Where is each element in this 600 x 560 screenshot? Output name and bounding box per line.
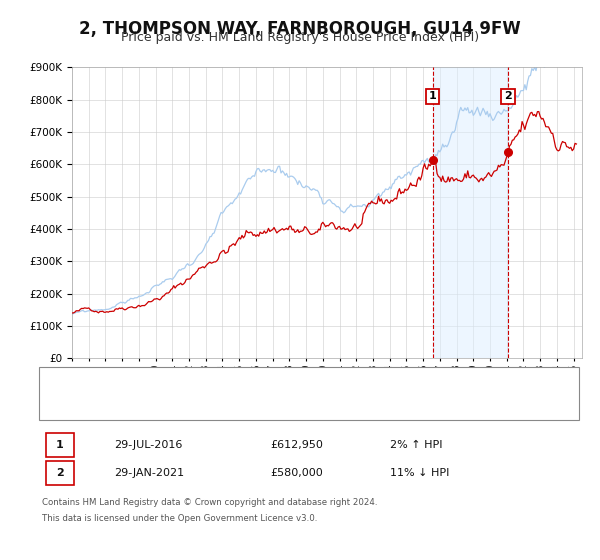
Text: 2% ↑ HPI: 2% ↑ HPI xyxy=(390,440,442,450)
Text: 2, THOMPSON WAY, FARNBOROUGH, GU14 9FW: 2, THOMPSON WAY, FARNBOROUGH, GU14 9FW xyxy=(79,20,521,38)
Text: This data is licensed under the Open Government Licence v3.0.: This data is licensed under the Open Gov… xyxy=(42,514,317,523)
Text: 1: 1 xyxy=(56,440,64,450)
Text: 2, THOMPSON WAY, FARNBOROUGH, GU14 9FW (detached house): 2, THOMPSON WAY, FARNBOROUGH, GU14 9FW (… xyxy=(87,378,430,388)
Text: 1: 1 xyxy=(429,91,437,101)
Text: 29-JUL-2016: 29-JUL-2016 xyxy=(114,440,182,450)
Text: Price paid vs. HM Land Registry's House Price Index (HPI): Price paid vs. HM Land Registry's House … xyxy=(121,31,479,44)
Text: £580,000: £580,000 xyxy=(270,468,323,478)
Text: HPI: Average price, detached house, Hart: HPI: Average price, detached house, Hart xyxy=(87,399,302,409)
Text: 29-JAN-2021: 29-JAN-2021 xyxy=(114,468,184,478)
Text: £612,950: £612,950 xyxy=(270,440,323,450)
Text: 2: 2 xyxy=(504,91,512,101)
Text: 11% ↓ HPI: 11% ↓ HPI xyxy=(390,468,449,478)
Text: Contains HM Land Registry data © Crown copyright and database right 2024.: Contains HM Land Registry data © Crown c… xyxy=(42,498,377,507)
Text: 2: 2 xyxy=(56,468,64,478)
Bar xyxy=(433,67,508,358)
